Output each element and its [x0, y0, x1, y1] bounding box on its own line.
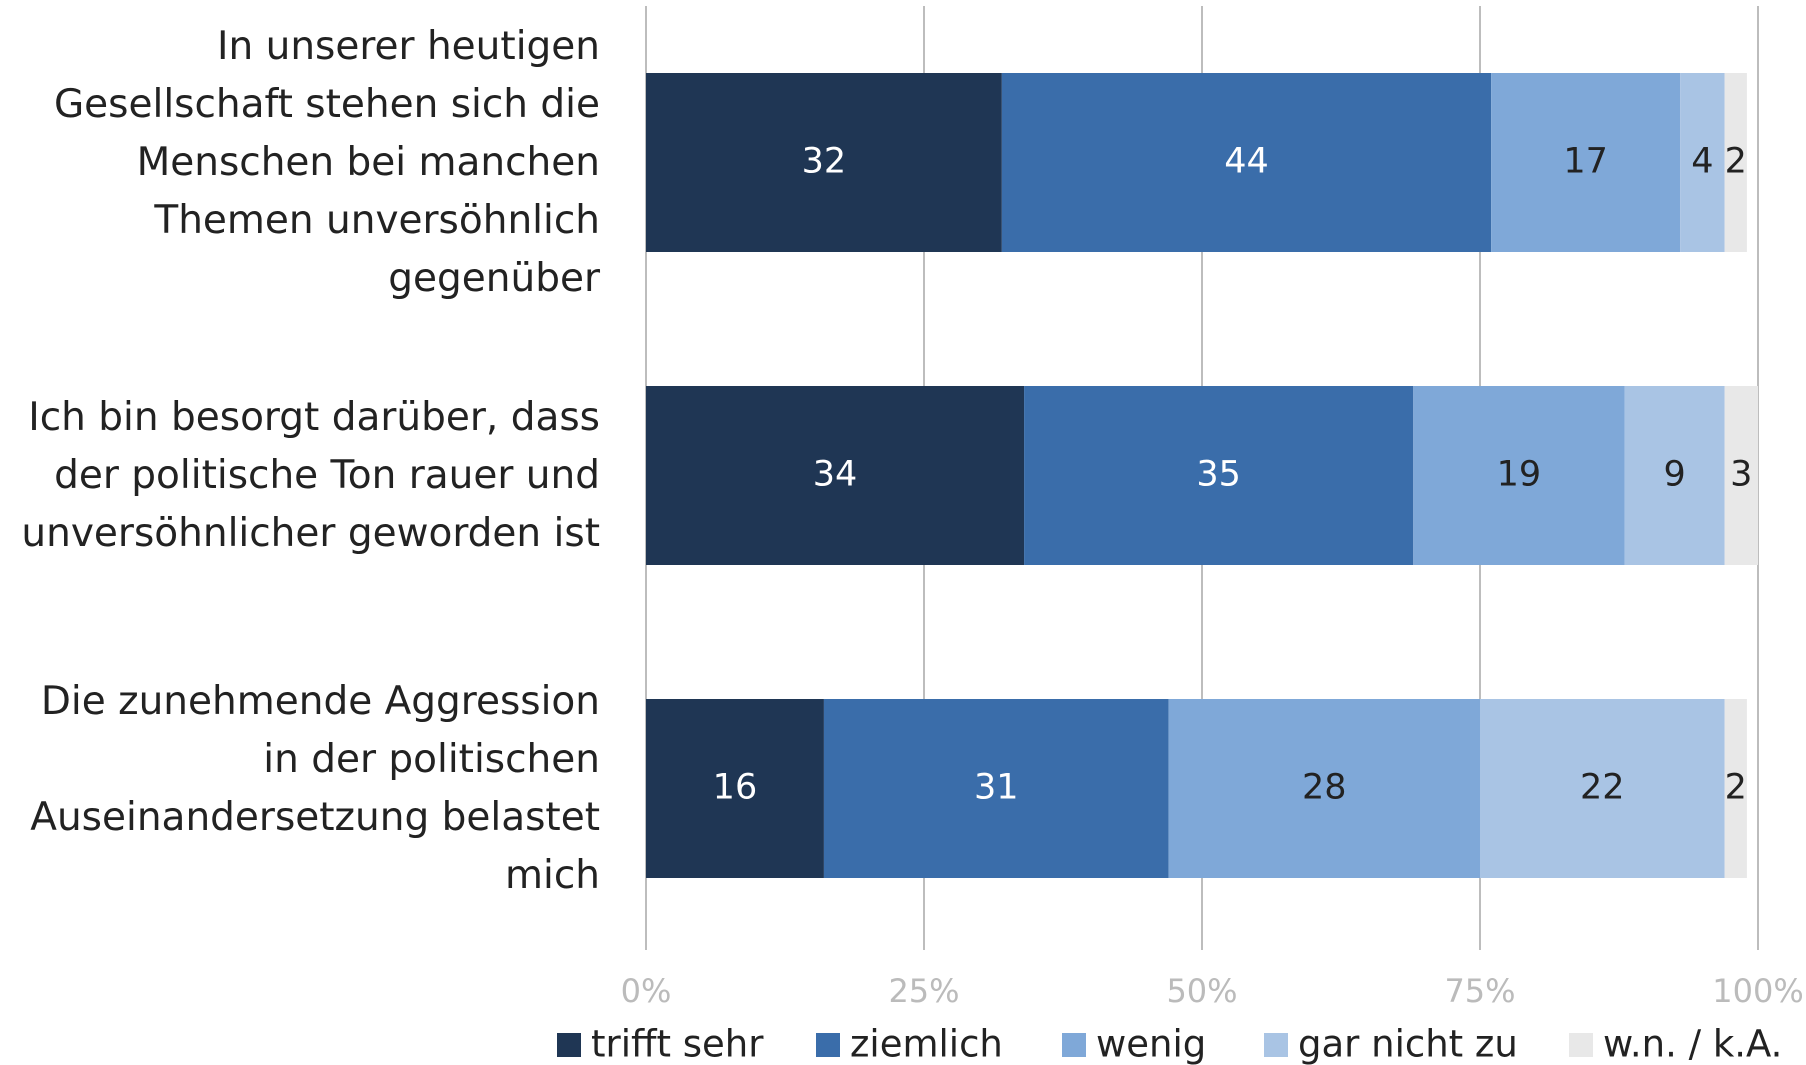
value-label: 19 — [1497, 455, 1542, 495]
legend-label: w.n. / k.A. — [1603, 1023, 1782, 1065]
value-label: 22 — [1580, 768, 1625, 808]
bar-segment — [823, 699, 1169, 878]
legend-swatch — [557, 1033, 581, 1057]
value-label: 31 — [974, 768, 1019, 808]
bar-segment — [1168, 699, 1480, 878]
legend-label: wenig — [1096, 1023, 1206, 1065]
bar-segment — [646, 73, 1002, 252]
value-label: 3 — [1730, 455, 1752, 495]
value-label: 2 — [1725, 142, 1747, 182]
bar-segment — [1724, 699, 1747, 878]
value-label: 4 — [1691, 142, 1713, 182]
bar-segment — [1480, 699, 1725, 878]
bar-segment — [1024, 386, 1414, 565]
value-label: 44 — [1224, 142, 1269, 182]
x-tick-label: 50% — [1166, 972, 1237, 1010]
value-label: 16 — [713, 768, 758, 808]
x-tick-label: 25% — [888, 972, 959, 1010]
category-label: Die zunehmende Aggression in der politis… — [30, 678, 600, 898]
legend-swatch — [1569, 1033, 1593, 1057]
value-label: 32 — [802, 142, 847, 182]
bar-segment — [1001, 73, 1492, 252]
category-label: In unserer heutigen Gesellschaft stehen … — [53, 23, 600, 301]
legend-label: gar nicht zu — [1298, 1023, 1518, 1065]
legend-swatch — [1264, 1033, 1288, 1057]
value-label: 9 — [1663, 455, 1685, 495]
value-label: 34 — [813, 455, 858, 495]
bar-segment — [1624, 386, 1725, 565]
legend-label: trifft sehr — [591, 1023, 764, 1065]
value-label: 17 — [1563, 142, 1608, 182]
bar-segment — [1413, 386, 1625, 565]
x-tick-label: 100% — [1712, 972, 1803, 1010]
x-tick-label: 75% — [1444, 972, 1515, 1010]
value-label: 2 — [1725, 768, 1747, 808]
bar-segment — [646, 699, 824, 878]
category-label: Ich bin besorgt darüber, dass der politi… — [21, 394, 600, 556]
legend-label: ziemlich — [850, 1023, 1003, 1065]
bar-segment — [1491, 73, 1681, 252]
x-tick-label: 0% — [621, 972, 672, 1010]
value-label: 35 — [1196, 455, 1241, 495]
bar-segment — [646, 386, 1025, 565]
legend-swatch — [1062, 1033, 1086, 1057]
bar-segment — [1680, 73, 1725, 252]
bar-segment — [1724, 386, 1758, 565]
bar-segment — [1724, 73, 1747, 252]
value-label: 28 — [1302, 768, 1347, 808]
legend-swatch — [816, 1033, 840, 1057]
